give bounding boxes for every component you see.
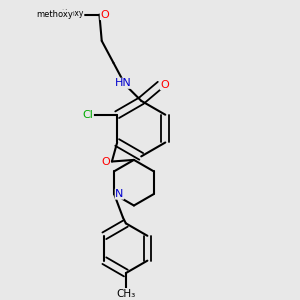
Text: methoxy: methoxy [36,10,73,19]
Text: methoxy: methoxy [50,9,84,18]
Text: HN: HN [115,78,132,88]
Text: O: O [101,157,110,166]
Text: O: O [160,80,169,90]
Text: N: N [115,189,124,199]
Text: O: O [100,10,109,20]
Text: Cl: Cl [82,110,93,120]
Text: CH₃: CH₃ [116,289,136,298]
